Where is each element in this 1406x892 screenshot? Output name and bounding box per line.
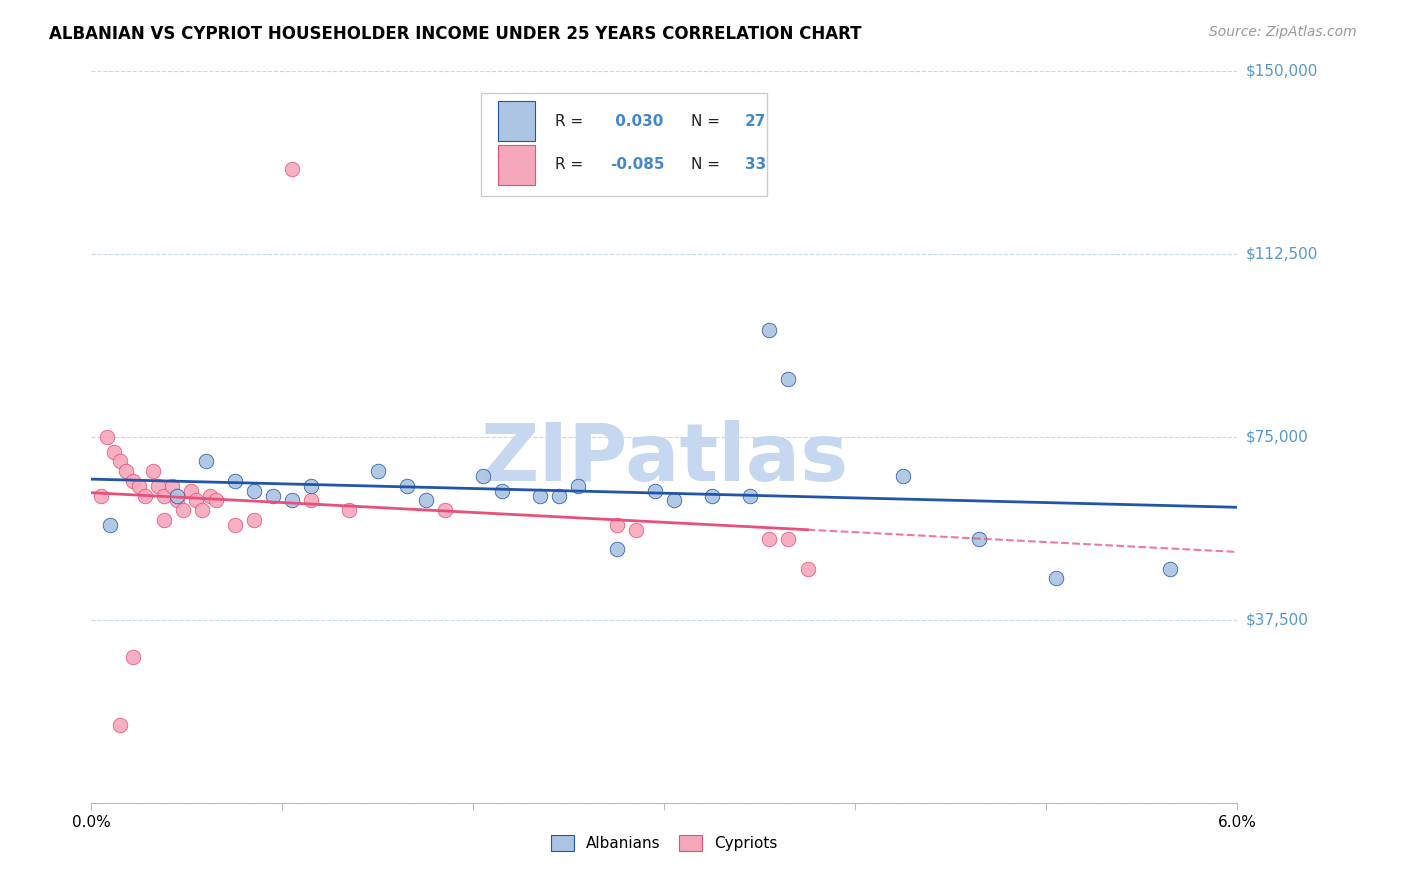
Text: -0.085: -0.085: [610, 158, 665, 172]
Point: [224, 517, 246, 532]
Point: [100, 517, 122, 532]
Point: [160, 479, 183, 493]
Text: R =: R =: [555, 158, 583, 172]
Point: [548, 489, 571, 503]
Text: $75,000: $75,000: [1246, 430, 1309, 444]
Point: [491, 483, 513, 498]
Point: [606, 517, 628, 532]
Text: $37,500: $37,500: [1246, 613, 1309, 627]
Point: [662, 493, 685, 508]
Point: [128, 479, 150, 493]
Point: [204, 493, 226, 508]
FancyBboxPatch shape: [498, 101, 534, 141]
Text: 27: 27: [745, 113, 766, 128]
Point: [778, 533, 800, 547]
FancyBboxPatch shape: [498, 145, 534, 186]
Point: [108, 454, 131, 468]
Text: $150,000: $150,000: [1246, 64, 1317, 78]
Point: [367, 464, 389, 478]
Point: [262, 489, 284, 503]
Point: [114, 464, 136, 478]
Legend: Albanians, Cypriots: Albanians, Cypriots: [546, 830, 783, 857]
Point: [141, 464, 163, 478]
Point: [299, 479, 322, 493]
Point: [281, 161, 304, 176]
Text: N =: N =: [690, 113, 720, 128]
Point: [242, 483, 264, 498]
Point: [153, 513, 176, 527]
Point: [191, 503, 214, 517]
Point: [96, 430, 118, 444]
Point: [194, 454, 217, 468]
Point: [969, 533, 991, 547]
Text: ALBANIAN VS CYPRIOT HOUSEHOLDER INCOME UNDER 25 YEARS CORRELATION CHART: ALBANIAN VS CYPRIOT HOUSEHOLDER INCOME U…: [49, 25, 862, 43]
Point: [108, 718, 131, 732]
Point: [778, 371, 800, 385]
Point: [166, 493, 188, 508]
Point: [415, 493, 437, 508]
Point: [337, 503, 360, 517]
Point: [471, 469, 494, 483]
Text: ZIPatlas: ZIPatlas: [481, 420, 848, 498]
Text: N =: N =: [690, 158, 720, 172]
Text: $112,500: $112,500: [1246, 247, 1317, 261]
Point: [166, 489, 188, 503]
Point: [700, 489, 723, 503]
Point: [1045, 572, 1067, 586]
FancyBboxPatch shape: [481, 94, 768, 195]
Point: [395, 479, 418, 493]
Point: [224, 474, 246, 488]
Text: 0.030: 0.030: [610, 113, 664, 128]
Point: [198, 489, 221, 503]
Point: [891, 469, 914, 483]
Point: [172, 503, 194, 517]
Point: [758, 533, 780, 547]
Point: [122, 649, 145, 664]
Point: [644, 483, 666, 498]
Point: [567, 479, 589, 493]
Point: [1159, 562, 1181, 576]
Point: [153, 489, 176, 503]
Point: [624, 523, 647, 537]
Point: [299, 493, 322, 508]
Point: [186, 493, 208, 508]
Point: [758, 323, 780, 337]
Point: [740, 489, 762, 503]
Point: [796, 562, 818, 576]
Point: [122, 474, 145, 488]
Point: [134, 489, 156, 503]
Point: [606, 542, 628, 557]
Point: [148, 479, 170, 493]
Point: [90, 489, 112, 503]
Point: [103, 444, 125, 458]
Text: Source: ZipAtlas.com: Source: ZipAtlas.com: [1209, 25, 1357, 39]
Point: [180, 483, 202, 498]
Point: [281, 493, 304, 508]
Point: [433, 503, 456, 517]
Point: [242, 513, 264, 527]
Text: R =: R =: [555, 113, 583, 128]
Point: [529, 489, 551, 503]
Text: 33: 33: [745, 158, 766, 172]
